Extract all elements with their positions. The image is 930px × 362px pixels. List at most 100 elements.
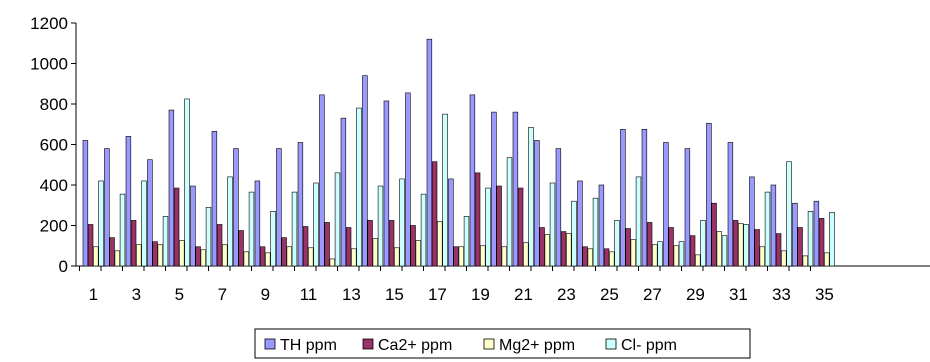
bar-th-ppm-14 [362,75,368,267]
y-tick-label: 600 [40,136,68,155]
legend-swatch-cl-ppm [605,338,617,350]
bar-mg2-ppm-1 [93,246,99,267]
bar-cl-ppm-24 [592,197,599,267]
bar-mg2-ppm-17 [437,221,443,267]
bar-ca2-ppm-14 [367,220,373,267]
bar-ca2-ppm-19 [474,172,481,267]
bar-ca2-ppm-27 [646,222,653,267]
x-tick-label: 29 [686,285,705,304]
bar-ca2-ppm-23 [560,231,567,267]
y-tick-label: 1000 [30,55,68,74]
bar-ca2-ppm-31 [732,220,739,267]
legend-swatch-ca2-ppm [362,338,374,350]
bar-ca2-ppm-26 [625,228,631,267]
bar-mg2-ppm-30 [716,231,723,267]
bar-cl-ppm-5 [184,98,190,267]
bar-th-ppm-13 [340,117,347,267]
bar-mg2-ppm-28 [673,245,680,267]
bar-cl-ppm-35 [829,212,835,267]
bar-mg2-ppm-4 [157,244,163,267]
bar-mg2-ppm-3 [136,244,142,267]
bar-th-ppm-19 [469,94,476,267]
bar-ca2-ppm-12 [324,222,330,267]
bar-mg2-ppm-14 [372,238,378,267]
legend: TH ppm Ca2+ ppm Mg2+ ppm Cl- ppm [254,328,751,359]
x-tick-label: 17 [428,285,447,304]
legend-label-th-ppm: TH ppm [280,337,337,354]
bar-mg2-ppm-19 [480,245,486,267]
bar-mg2-ppm-25 [609,251,615,267]
bar-cl-ppm-31 [743,224,749,267]
bar-mg2-ppm-24 [587,248,594,267]
bar-th-ppm-10 [276,148,282,267]
x-tick-label: 1 [89,285,98,304]
bar-th-ppm-30 [706,122,712,267]
bar-mg2-ppm-35 [824,252,830,267]
bar-cl-ppm-22 [549,182,556,267]
bar-mg2-ppm-16 [415,240,421,267]
bar-ca2-ppm-25 [603,248,610,267]
legend-swatch-mg2-ppm [483,338,495,350]
x-axis: 1 3 5 7 9 11 13 15 17 19 21 23 25 27 29 31 33 35 [76,265,930,304]
bar-th-ppm-21 [512,111,519,267]
x-tick-label: 33 [772,285,791,304]
x-tick-label: 27 [643,285,662,304]
bar-ca2-ppm-24 [582,246,588,267]
bar-cl-ppm-3 [141,180,147,267]
x-tick-label: 23 [557,285,576,304]
x-tick-label: 15 [385,285,404,304]
bar-cl-ppm-26 [635,176,642,267]
bar-th-ppm-32 [749,176,755,267]
bar-mg2-ppm-26 [630,239,637,267]
bar-cl-ppm-19 [485,187,491,267]
bar-ca2-ppm-10 [281,237,287,267]
bar-cl-ppm-20 [506,157,513,267]
y-tick-label: 400 [40,176,68,195]
bar-cl-ppm-6 [205,206,212,267]
bar-cl-ppm-12 [334,172,341,267]
bar-cl-ppm-1 [98,180,104,267]
bar-th-ppm-28 [663,142,669,267]
x-tick-label: 3 [132,285,141,304]
bar-cl-ppm-9 [270,211,276,267]
bar-cl-ppm-29 [700,220,706,267]
legend-swatch-th-ppm [264,338,276,350]
bar-ca2-ppm-4 [152,241,158,267]
bar-mg2-ppm-20 [501,246,507,267]
bar-ca2-ppm-3 [130,220,137,267]
bar-ca2-ppm-9 [259,246,266,267]
y-axis: 0 200 400 600 800 1000 1200 [30,14,77,276]
bar-ca2-ppm-1 [87,224,94,267]
bar-th-ppm-12 [319,94,325,267]
bar-ca2-ppm-2 [109,237,115,267]
bar-cl-ppm-34 [807,211,814,267]
y-tick-label: 200 [40,217,68,236]
bar-th-ppm-33 [770,184,777,267]
x-tick-label: 21 [514,285,533,304]
bar-th-ppm-9 [254,180,261,267]
y-tick-label: 800 [40,95,68,114]
bar-ca2-ppm-13 [345,227,352,267]
bar-cl-ppm-23 [571,200,577,267]
bar-th-ppm-5 [168,109,175,267]
bar-mg2-ppm-27 [652,244,658,267]
bar-th-ppm-16 [405,92,411,267]
bar-th-ppm-11 [297,142,304,267]
bar-th-ppm-27 [641,129,648,267]
bar-th-ppm-22 [534,140,540,267]
bar-mg2-ppm-2 [114,250,121,267]
legend-label-cl-ppm: Cl- ppm [621,337,677,354]
bar-mg2-ppm-12 [329,258,335,267]
bar-ca2-ppm-32 [754,229,760,267]
bar-th-ppm-1 [82,140,89,267]
bar-th-ppm-20 [491,111,497,267]
bar-mg2-ppm-29 [695,254,701,267]
bars [82,38,835,267]
bar-ca2-ppm-35 [818,218,825,267]
bar-mg2-ppm-13 [351,248,357,267]
bar-th-ppm-6 [190,185,196,267]
bar-ca2-ppm-15 [388,220,395,267]
bar-mg2-ppm-31 [738,223,744,267]
bar-cl-ppm-13 [356,107,362,267]
